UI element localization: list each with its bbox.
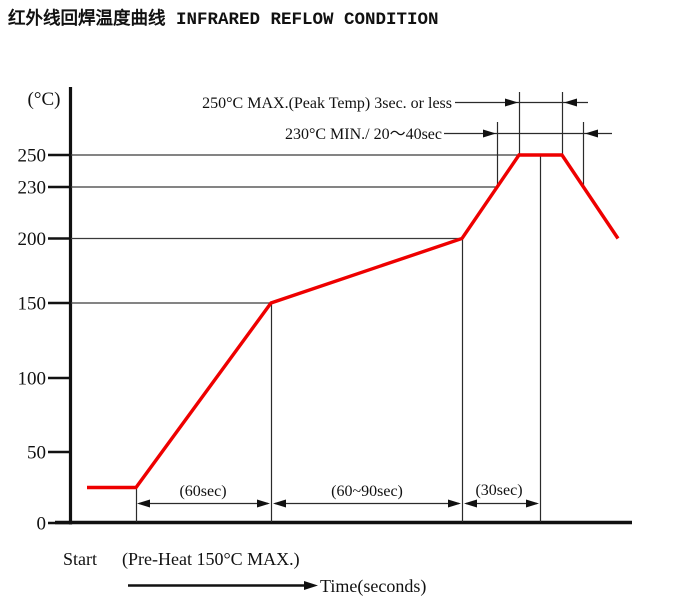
y-axis-ticks: 0 50 100 150 200 230 250 <box>18 146 70 535</box>
y-tick-label: 50 <box>27 443 46 464</box>
segment-labels: (60sec) (60~90sec) (30sec) <box>179 482 522 500</box>
min-window-label: 230°C MIN./ 20～40sec <box>285 126 442 143</box>
y-axis-unit-label: (°C) <box>28 89 61 110</box>
axes <box>55 87 632 525</box>
temperature-curve <box>87 153 620 490</box>
segment-label-soak: (60~90sec) <box>331 483 403 500</box>
preheat-note-label: (Pre-Heat 150°C MAX.) <box>122 549 300 570</box>
arrow-right-icon <box>483 129 496 138</box>
arrow-right-icon <box>304 581 318 590</box>
arrow-right-icon <box>257 499 270 508</box>
start-label: Start <box>63 549 97 569</box>
arrow-left-icon <box>137 499 150 508</box>
arrow-left-icon <box>273 499 286 508</box>
arrow-right-icon <box>448 499 461 508</box>
y-tick-label: 150 <box>18 294 47 315</box>
y-tick-label: 200 <box>18 229 47 250</box>
segment-label-preheat: (60sec) <box>179 483 226 500</box>
y-tick-label: 230 <box>18 178 47 199</box>
y-tick-label: 250 <box>18 146 47 167</box>
y-tick-label: 100 <box>18 369 47 390</box>
y-tick-label: 0 <box>37 514 47 535</box>
arrow-right-icon <box>526 499 539 508</box>
arrow-left-icon <box>464 499 477 508</box>
time-axis-label: Time(seconds) <box>320 576 426 597</box>
arrow-right-icon <box>505 98 518 107</box>
annotation-peak-max: 250°C MAX.(Peak Temp) 3sec. or less <box>202 95 588 112</box>
arrow-left-icon <box>585 129 598 138</box>
arrow-left-icon <box>564 98 577 107</box>
peak-max-label: 250°C MAX.(Peak Temp) 3sec. or less <box>202 95 452 112</box>
reference-lines <box>71 154 519 304</box>
duration-arrows <box>137 499 539 508</box>
page-title: 红外线回焊温度曲线 INFRARED REFLOW CONDITION <box>8 8 439 30</box>
footer: Start (Pre-Heat 150°C MAX.) Time(seconds… <box>63 549 426 597</box>
segment-label-reflow: (30sec) <box>475 482 522 499</box>
annotation-min-window: 230°C MIN./ 20～40sec <box>285 126 612 143</box>
